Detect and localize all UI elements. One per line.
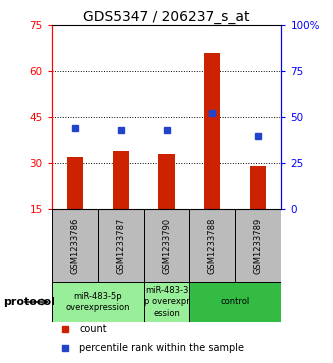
Text: GSM1233789: GSM1233789	[254, 217, 263, 274]
Text: GSM1233790: GSM1233790	[162, 217, 171, 274]
Bar	[144, 209, 189, 282]
Bar	[159, 154, 174, 209]
Text: miR-483-3
p overexpr
ession: miR-483-3 p overexpr ession	[144, 286, 189, 318]
Bar	[204, 53, 220, 209]
Text: protocol: protocol	[3, 297, 55, 307]
Text: miR-483-5p
overexpression: miR-483-5p overexpression	[65, 292, 130, 312]
Bar	[52, 209, 98, 282]
Bar	[250, 166, 266, 209]
Bar	[52, 282, 144, 322]
Text: GSM1233788: GSM1233788	[208, 217, 217, 274]
Bar	[144, 282, 189, 322]
Text: GSM1233786: GSM1233786	[70, 217, 79, 274]
Bar	[98, 209, 144, 282]
Bar	[189, 282, 281, 322]
Bar	[235, 209, 281, 282]
Title: GDS5347 / 206237_s_at: GDS5347 / 206237_s_at	[83, 11, 250, 24]
Text: percentile rank within the sample: percentile rank within the sample	[79, 343, 244, 353]
Bar	[113, 151, 129, 209]
Bar	[189, 209, 235, 282]
Text: GSM1233787: GSM1233787	[116, 217, 125, 274]
Text: count: count	[79, 324, 107, 334]
Text: control: control	[221, 298, 250, 306]
Bar	[67, 157, 83, 209]
